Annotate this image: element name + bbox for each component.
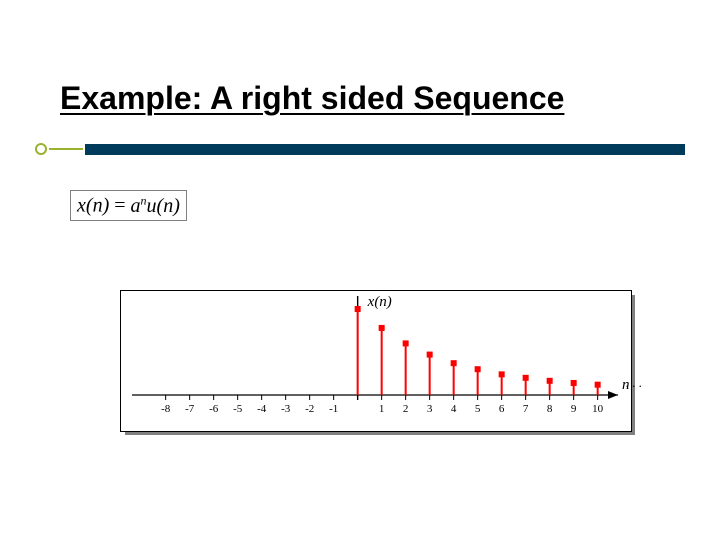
x-tick-label: 4 [451, 403, 457, 415]
stem-marker [595, 382, 601, 388]
x-tick-label: 9 [571, 403, 577, 415]
x-tick-label: 2 [403, 403, 409, 415]
x-tick-label: 3 [427, 403, 433, 415]
x-tick-label: 8 [547, 403, 553, 415]
stem-marker [379, 325, 385, 331]
x-tick-label: -6 [209, 403, 219, 415]
x-tick-label: 1 [379, 403, 385, 415]
y-axis-label: x(n) [367, 294, 392, 310]
x-tick-label: -3 [281, 403, 291, 415]
stem-marker [547, 378, 553, 384]
slide: Example: A right sided Sequence x(n) = a… [0, 0, 720, 540]
stem-marker [475, 366, 481, 372]
x-tick-label: 7 [523, 403, 529, 415]
sequence-chart: -8-7-6-5-4-3-2-112345678910x(n). . .n [0, 0, 720, 540]
stem-marker [427, 352, 433, 358]
stem-marker [523, 375, 529, 381]
x-tick-label: -5 [233, 403, 243, 415]
x-axis-label: n [622, 377, 630, 393]
stem-marker [451, 360, 457, 366]
x-tick-label: -8 [161, 403, 171, 415]
axis-arrow-icon [608, 391, 618, 399]
x-tick-label: -7 [185, 403, 195, 415]
x-tick-label: 6 [499, 403, 505, 415]
x-tick-label: 10 [592, 403, 604, 415]
stem-marker [403, 340, 409, 346]
x-tick-label: -1 [329, 403, 338, 415]
x-tick-label: 5 [475, 403, 481, 415]
x-tick-label: -4 [257, 403, 267, 415]
stem-marker [499, 371, 505, 377]
stem-marker [571, 380, 577, 386]
stem-marker [355, 306, 361, 312]
x-tick-label: -2 [305, 403, 314, 415]
